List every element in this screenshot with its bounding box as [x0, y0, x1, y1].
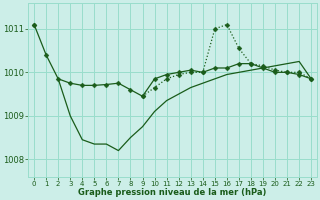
X-axis label: Graphe pression niveau de la mer (hPa): Graphe pression niveau de la mer (hPa) [78, 188, 267, 197]
